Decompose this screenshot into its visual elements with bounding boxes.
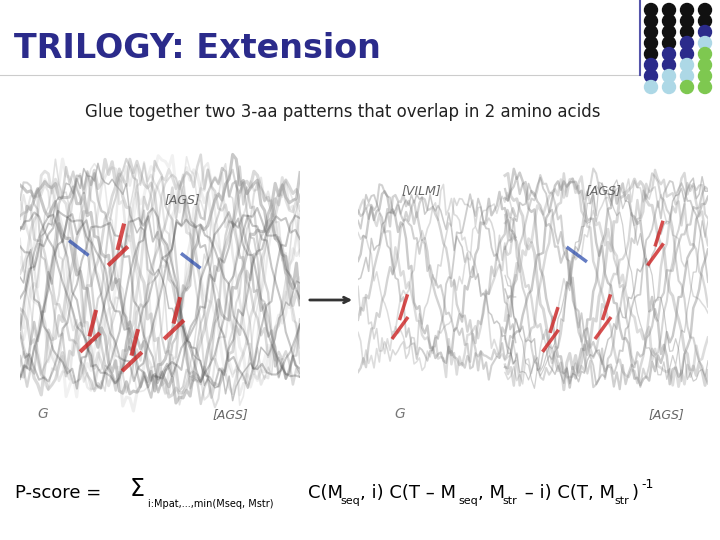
Text: [AGS]: [AGS] (212, 408, 248, 421)
Circle shape (662, 80, 675, 93)
Circle shape (644, 58, 657, 71)
Circle shape (662, 58, 675, 71)
Text: i:Mpat,...,min(Mseq, Mstr): i:Mpat,...,min(Mseq, Mstr) (148, 499, 274, 509)
Circle shape (698, 48, 711, 60)
Circle shape (680, 25, 693, 38)
Circle shape (698, 80, 711, 93)
Circle shape (680, 58, 693, 71)
Circle shape (698, 58, 711, 71)
Text: , i) C(T – M: , i) C(T – M (360, 484, 456, 502)
Circle shape (680, 15, 693, 28)
Circle shape (680, 48, 693, 60)
Text: seq: seq (340, 496, 360, 506)
Text: C(M: C(M (308, 484, 343, 502)
Circle shape (644, 80, 657, 93)
Circle shape (662, 48, 675, 60)
Circle shape (662, 15, 675, 28)
Text: , M: , M (478, 484, 505, 502)
Text: str: str (502, 496, 517, 506)
Circle shape (698, 25, 711, 38)
Text: G: G (395, 407, 405, 421)
Text: TRILOGY: Extension: TRILOGY: Extension (14, 31, 381, 64)
Text: ): ) (632, 484, 639, 502)
Circle shape (644, 3, 657, 17)
Circle shape (680, 70, 693, 83)
Circle shape (662, 25, 675, 38)
Text: [AGS]: [AGS] (648, 408, 684, 421)
Circle shape (644, 37, 657, 50)
Circle shape (680, 3, 693, 17)
Circle shape (680, 80, 693, 93)
Text: [AGS]: [AGS] (585, 184, 621, 197)
Circle shape (662, 70, 675, 83)
Text: Glue together two 3-aa patterns that overlap in 2 amino acids: Glue together two 3-aa patterns that ove… (85, 103, 600, 121)
Circle shape (662, 37, 675, 50)
Circle shape (698, 70, 711, 83)
Circle shape (662, 3, 675, 17)
Circle shape (644, 15, 657, 28)
Circle shape (698, 3, 711, 17)
Text: str: str (614, 496, 629, 506)
Circle shape (644, 48, 657, 60)
Circle shape (698, 37, 711, 50)
Circle shape (644, 70, 657, 83)
Text: seq: seq (458, 496, 478, 506)
Text: -1: -1 (641, 478, 653, 491)
Text: P-score =: P-score = (15, 484, 107, 502)
Circle shape (698, 15, 711, 28)
Text: [VILM]: [VILM] (401, 184, 441, 197)
Text: – i) C(T, M: – i) C(T, M (519, 484, 615, 502)
Text: [AGS]: [AGS] (165, 193, 200, 206)
Text: G: G (37, 407, 48, 421)
Text: Σ: Σ (130, 477, 145, 501)
Circle shape (644, 25, 657, 38)
Circle shape (680, 37, 693, 50)
